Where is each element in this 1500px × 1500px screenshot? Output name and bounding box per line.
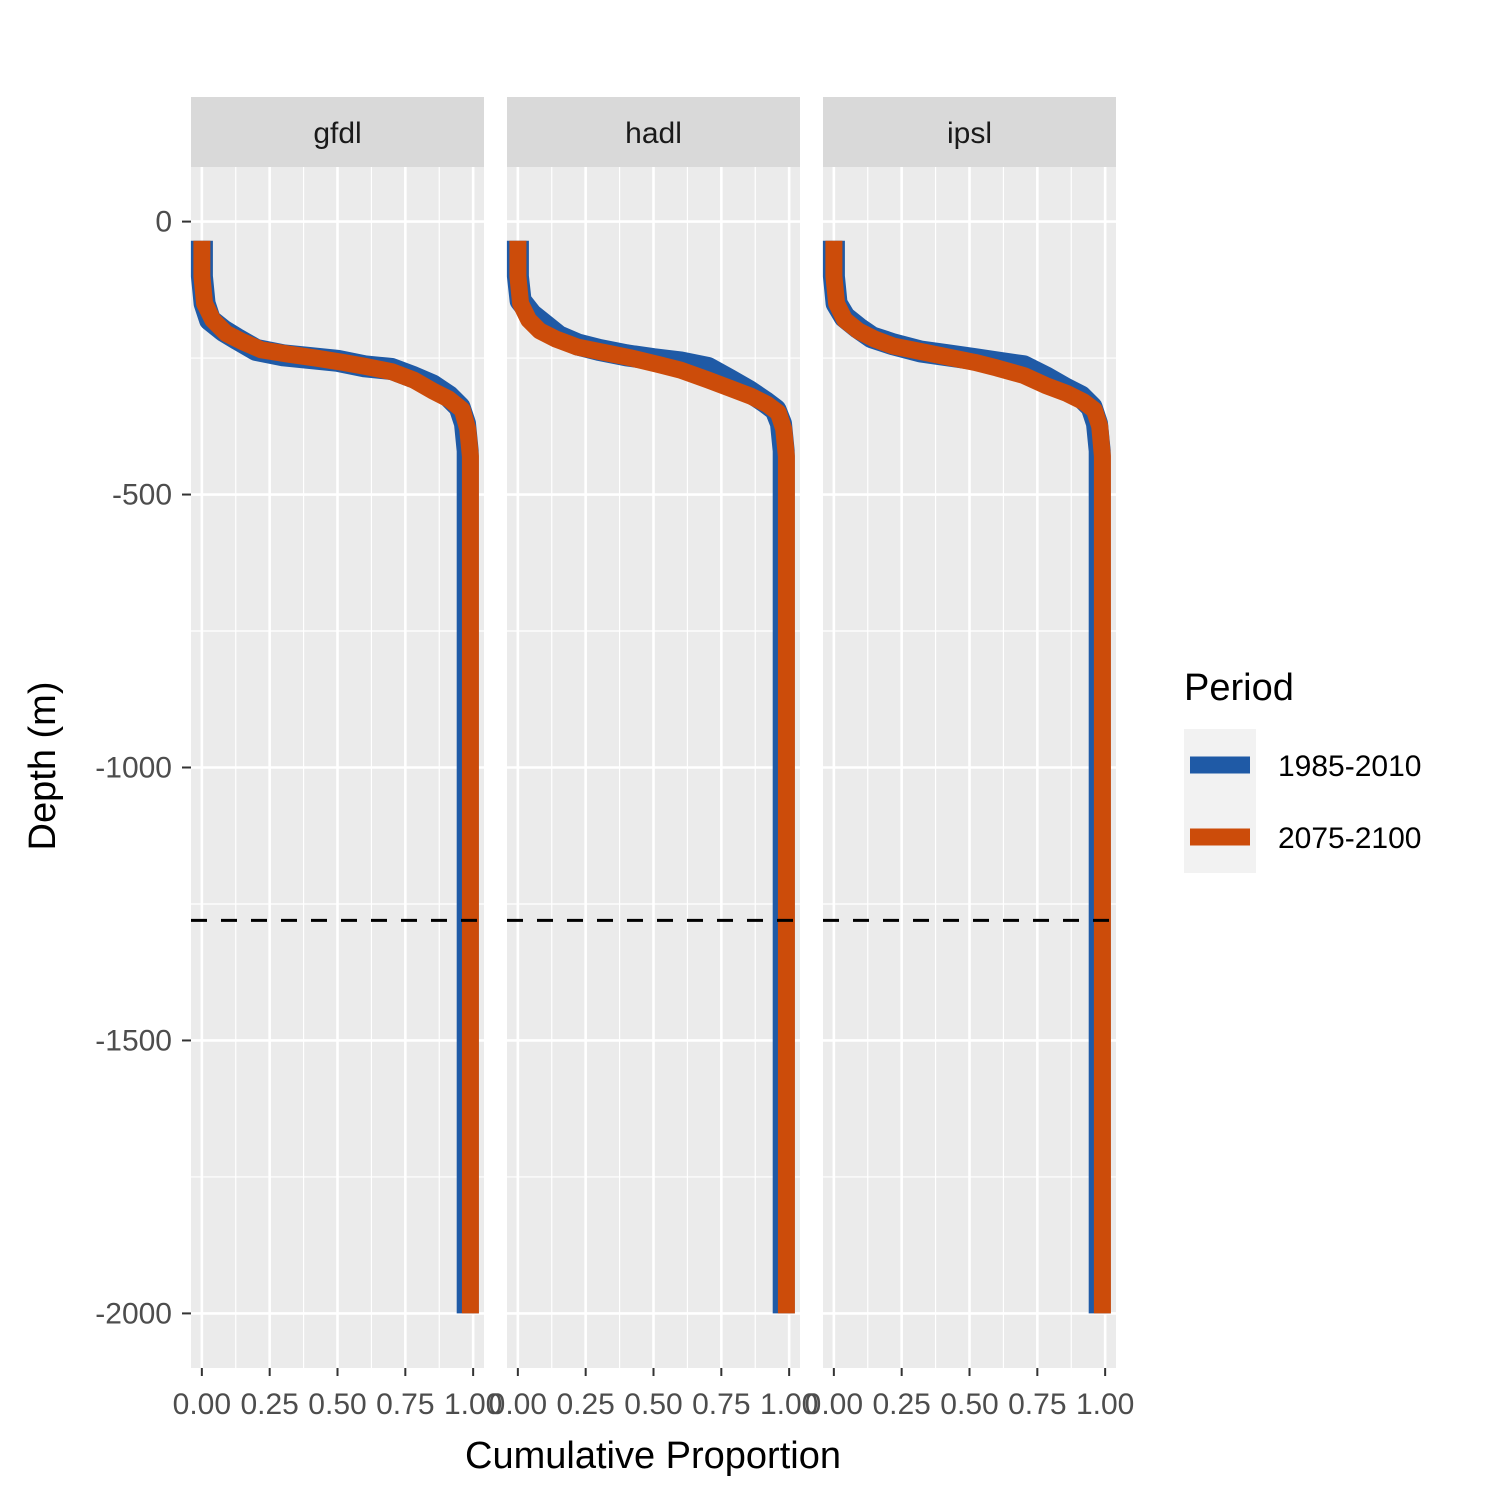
x-tick-label: 0.75 — [692, 1388, 750, 1421]
x-tick-label: 1.00 — [1076, 1388, 1134, 1421]
x-tick-label: 1.00 — [444, 1388, 502, 1421]
series-line-2075-2100 — [193, 240, 479, 1314]
legend-label: 2075-2100 — [1278, 822, 1421, 855]
legend-key-background — [1184, 729, 1256, 873]
x-tick-label: 1.00 — [760, 1388, 818, 1421]
x-tick-label: 0.25 — [872, 1388, 930, 1421]
legend-label: 1985-2010 — [1278, 750, 1421, 783]
facet-panel-ipsl: ipsl 0.00 0.25 0.50 0.75 1.00 — [805, 97, 1134, 1421]
x-tick-label: 0.50 — [308, 1388, 366, 1421]
x-tick-label: 0.25 — [556, 1388, 614, 1421]
x-tick-label: 0.00 — [173, 1388, 231, 1421]
facet-strip — [823, 97, 1116, 167]
facet-panel-gfdl: gfdl 0.00 0.25 0.50 0.75 1.00 — [173, 97, 502, 1421]
facet-panels: gfdl 0.00 0.25 0.50 0.75 1.00 hadl 0.00 0.25 0.50… — [173, 97, 1134, 1421]
facet-strip-label: ipsl — [947, 117, 992, 150]
x-tick-label: 0.75 — [376, 1388, 434, 1421]
x-tick-label: 0.50 — [940, 1388, 998, 1421]
y-axis-title: Depth (m) — [22, 682, 64, 851]
y-tick-label: 0 — [155, 206, 172, 239]
facet-strip-label: gfdl — [313, 117, 361, 150]
facet-strip — [507, 97, 800, 167]
legend-title: Period — [1184, 667, 1294, 709]
x-axis-title: Cumulative Proportion — [465, 1435, 841, 1477]
facet-panel-hadl: hadl 0.00 0.25 0.50 0.75 1.00 — [489, 97, 818, 1421]
legend-entries: 1985-2010 2075-2100 — [1190, 750, 1421, 855]
x-tick-label: 0.00 — [489, 1388, 547, 1421]
facet-strip — [191, 97, 484, 167]
x-tick-label: 0.75 — [1008, 1388, 1066, 1421]
y-tick-label: -500 — [112, 479, 172, 512]
facet-strip-label: hadl — [625, 117, 682, 150]
y-axis: 0 -500 -1000 -1500 -2000 — [95, 206, 191, 1330]
x-tick-label: 0.25 — [240, 1388, 298, 1421]
x-tick-label: 0.00 — [805, 1388, 863, 1421]
y-tick-label: -1000 — [95, 752, 172, 785]
y-tick-label: -1500 — [95, 1024, 172, 1057]
x-tick-label: 0.50 — [624, 1388, 682, 1421]
series-line-2075-2100 — [509, 240, 795, 1314]
legend: Period 1985-2010 2075-2100 — [1184, 667, 1421, 873]
series-line-2075-2100 — [825, 240, 1111, 1314]
y-tick-label: -2000 — [95, 1297, 172, 1330]
